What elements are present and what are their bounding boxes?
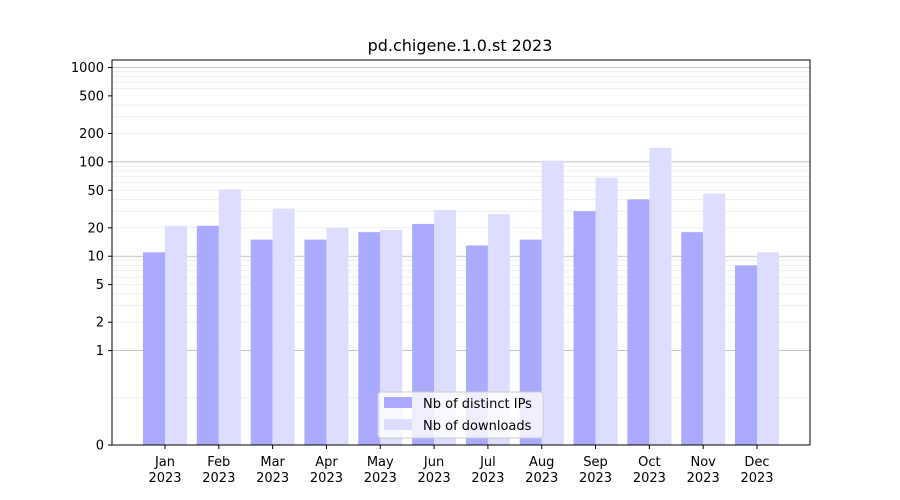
x-tick-label-year: 2023 [633,471,666,486]
x-tick-label-month: Nov [690,455,716,470]
x-tick-label-year: 2023 [740,471,773,486]
y-tick-label: 2 [96,316,104,331]
bar-downloads [165,225,187,445]
y-tick-label: 20 [87,221,104,236]
bar-downloads [649,147,672,445]
legend-swatch-ips [384,397,412,408]
legend-label-downloads: Nb of downloads [423,419,532,434]
x-tick-label-month: Oct [638,455,660,470]
bar-downloads [326,227,349,445]
bar-distinct-ips [735,265,757,445]
bar-distinct-ips [143,252,165,445]
x-tick-label-year: 2023 [525,471,558,486]
x-tick-label-month: May [367,455,394,470]
bar-distinct-ips [250,239,273,445]
x-tick-label-year: 2023 [471,471,504,486]
y-tick-label: 500 [79,89,104,104]
bar-distinct-ips [196,225,219,445]
y-tick-label: 1000 [71,61,104,76]
x-tick-label-year: 2023 [418,471,451,486]
bar-distinct-ips [412,223,435,445]
legend-label-ips: Nb of distinct IPs [423,397,532,412]
y-tick-label: 1 [96,344,104,359]
x-tick-label-year: 2023 [256,471,289,486]
bar-downloads [541,160,564,445]
x-tick-label-month: Feb [207,455,230,470]
y-tick-label: 10 [87,250,104,265]
bar-distinct-ips [681,232,704,445]
plot-frame [111,59,811,446]
bar-distinct-ips [304,239,327,445]
legend: Nb of distinct IPs Nb of downloads [377,391,544,439]
x-tick-label-year: 2023 [202,471,235,486]
bar-downloads [757,252,779,445]
x-tick-label-year: 2023 [687,471,720,486]
x-tick-label-month: Jan [154,455,175,470]
bar-downloads [434,209,457,445]
x-tick-label-month: Jul [479,455,496,470]
legend-swatch-downloads [384,419,412,430]
bar-downloads [272,208,295,445]
bar-downloads [380,229,403,445]
y-axis: 0 1 2 5 10 20 50 100 200 500 1000 [71,61,112,454]
y-tick-label: 50 [87,184,104,199]
chart-title: pd.chigene.1.0.st 2023 [368,36,553,55]
y-tick-label: 200 [79,127,104,142]
bar-distinct-ips [358,232,381,445]
bars [143,147,779,446]
x-tick-label-year: 2023 [364,471,397,486]
x-tick-label-month: Mar [260,455,285,470]
x-axis: Jan2023Feb2023Mar2023Apr2023May2023Jun20… [148,445,774,486]
y-tick-label: 0 [96,439,104,454]
bar-downloads [595,177,618,446]
bar-downloads [487,214,510,445]
bar-distinct-ips [573,211,596,445]
x-tick-label-month: Aug [529,455,554,470]
x-tick-label-year: 2023 [148,471,181,486]
x-tick-label-month: Jun [423,455,444,470]
legend-box [377,391,544,439]
x-tick-label-month: Dec [744,455,769,470]
bar-distinct-ips [627,199,650,445]
y-tick-label: 100 [79,155,104,170]
bar-downloads [218,189,241,445]
x-tick-label-month: Apr [315,455,338,470]
x-tick-label-year: 2023 [310,471,343,486]
y-tick-label: 5 [96,278,104,293]
bar-downloads [703,193,726,445]
x-tick-label-month: Sep [583,455,608,470]
x-tick-label-year: 2023 [579,471,612,486]
